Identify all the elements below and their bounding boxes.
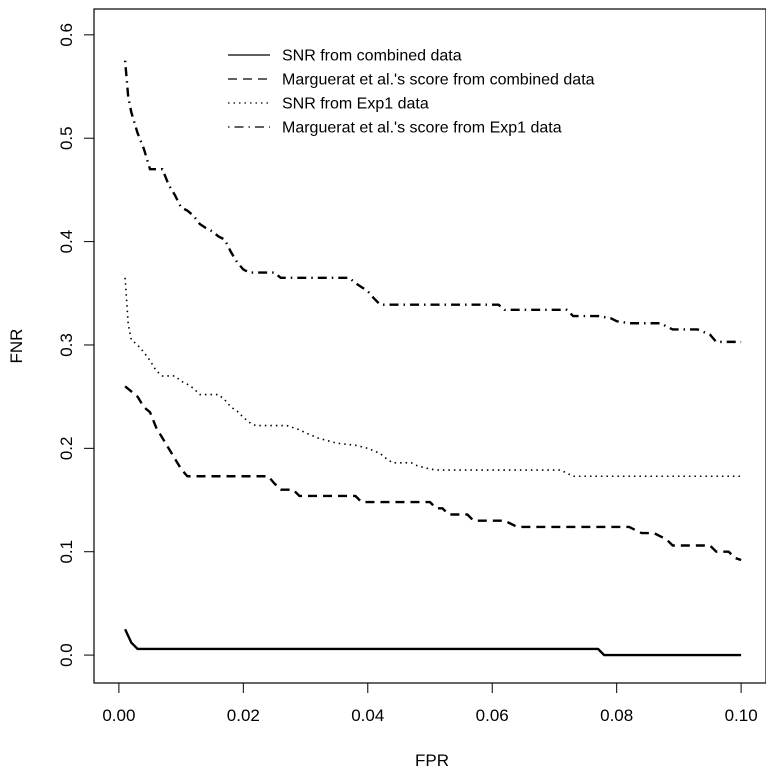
series-line-1 (124, 628, 742, 657)
legend-label-4: Marguerat et al.'s score from Exp1 data (282, 120, 562, 137)
y-tick-label: 0.0 (57, 643, 76, 667)
y-tick-label: 0.4 (57, 230, 76, 254)
series-line-4 (123, 60, 742, 344)
x-tick-label: 0.10 (725, 706, 758, 725)
x-tick-label: 0.02 (227, 706, 260, 725)
x-tick-label: 0.06 (476, 706, 509, 725)
series-layer (123, 60, 742, 657)
y-tick-label: 0.5 (57, 126, 76, 150)
y-tick-label: 0.1 (57, 540, 76, 564)
legend-label-1: SNR from combined data (282, 48, 462, 65)
y-tick-label: 0.6 (57, 23, 76, 47)
legend-label-2: Marguerat et al.'s score from combined d… (282, 72, 595, 89)
y-tick-label: 0.2 (57, 437, 76, 461)
x-axis: 0.00 0.02 0.04 0.06 0.08 0.10 (102, 682, 758, 725)
y-tick-label: 0.3 (57, 333, 76, 357)
x-axis-title: FPR (415, 751, 449, 769)
x-tick-label: 0.00 (102, 706, 135, 725)
legend-label-3: SNR from Exp1 data (282, 96, 429, 113)
y-axis-title: FNR (7, 329, 26, 364)
plot-frame (93, 8, 766, 684)
x-tick-label: 0.08 (600, 706, 633, 725)
series-line-2 (124, 385, 742, 562)
series-line-3 (124, 277, 742, 478)
x-tick-label: 0.04 (351, 706, 384, 725)
y-axis: 0.0 0.1 0.2 0.3 0.4 0.5 0.6 (57, 23, 95, 667)
legend: SNR from combined data Marguerat et al.'s… (228, 48, 595, 137)
